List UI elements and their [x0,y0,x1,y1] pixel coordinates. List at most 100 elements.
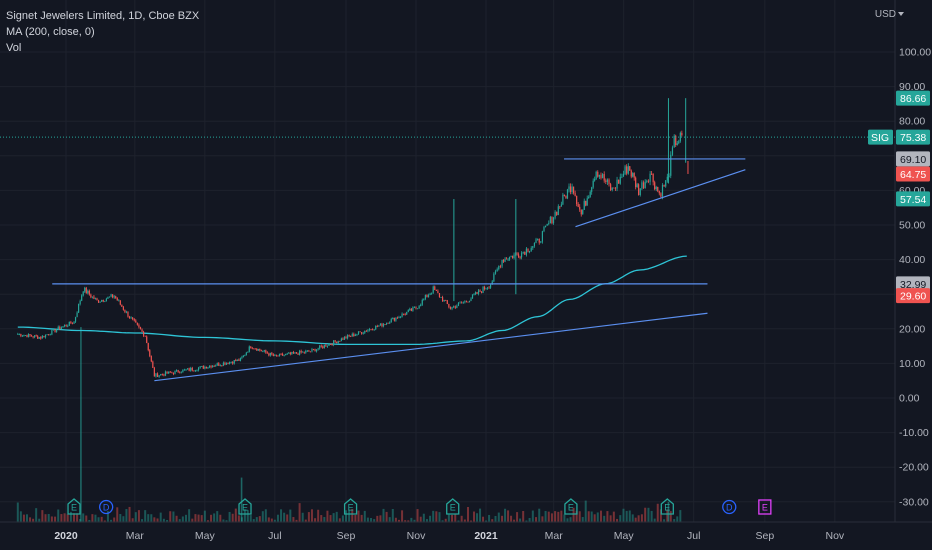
earnings-marker[interactable]: E [343,498,358,515]
candle-body [583,200,585,210]
candle-body [119,300,121,305]
volume-bar [125,509,128,523]
candle-body [379,323,382,326]
volume-bar [473,511,476,523]
candle-body [348,335,350,337]
volume-bar [572,507,575,523]
volume-bar [304,519,307,523]
volume-bar [54,516,57,523]
volume-bar [491,519,494,523]
candle-body [606,179,609,182]
grid-lines [0,0,895,522]
earnings-marker[interactable]: E [67,498,81,515]
volume-bar [522,510,525,523]
candle-body [473,294,475,296]
candle-body [477,290,480,294]
volume-bar [593,514,596,523]
candle-body [23,335,25,336]
volume-bar [345,510,347,523]
earnings-marker[interactable]: E [446,498,460,515]
candle-body [146,336,148,343]
candle-body [326,345,329,347]
volume-spike [80,327,82,523]
currency-selector[interactable]: USD [875,9,904,20]
candle-body [68,321,70,326]
volume-bar [566,518,569,523]
volume-bar [181,516,184,523]
volume-bar [166,519,169,523]
candle-body [535,239,537,243]
volume-bar [159,512,162,523]
candle-body [222,362,225,366]
trendline-support-2021[interactable] [575,169,746,228]
candle-body [471,294,474,299]
volume-bar [69,511,72,523]
candle-body [26,335,28,338]
candle-body [368,329,371,331]
volume-bar [261,511,264,523]
candle-body [345,337,347,339]
symbol-title[interactable]: Signet Jewelers Limited, 1D, Cboe BZX [6,10,200,22]
candle-body [221,365,223,367]
volume-bar [200,515,203,523]
volume-bar [249,515,252,523]
candle-body [513,254,515,259]
candle-body [49,334,51,336]
volume-bar [370,517,373,523]
candle-body [40,337,42,339]
volume-indicator-label[interactable]: Vol [6,42,22,54]
volume-bar [25,514,28,523]
candle-body [449,307,452,309]
candle-body [82,291,84,296]
candle-body [541,231,544,242]
candle-body [554,211,556,218]
volume-bar [513,519,516,523]
volume-bar [463,519,466,523]
volume-bar [147,514,150,523]
candle-body [196,370,198,372]
candle-body [562,194,564,205]
volume-bar [479,508,482,523]
volume-bar [47,513,50,523]
candle-body [373,329,375,331]
candle-body [20,333,22,337]
candle-body [132,317,134,320]
candle-body [236,359,238,362]
volume-bar [44,514,47,523]
time-axis[interactable]: 2020 Mar May Jul Sep Nov 2021 Mar May Jul Sep Nov [54,530,845,542]
candle-body [179,372,181,374]
candle-body [213,365,215,367]
volume-bar [376,515,379,523]
candle-body [67,325,69,327]
candle-body [465,301,468,303]
candle-body [44,334,47,338]
candle-body [281,353,284,356]
earnings-marker[interactable]: E [238,498,252,515]
candle-body [638,184,640,196]
earnings-marker[interactable]: E [660,498,674,515]
dividend-marker[interactable]: D [722,499,737,515]
volume-bar [438,512,441,523]
dividend-marker[interactable]: D [99,499,114,515]
trendline-support-2020[interactable] [154,312,708,382]
volume-bar [338,518,341,523]
volume-bar [228,511,231,523]
candle-body [399,316,402,318]
candle-body [128,316,131,318]
volume-bar [203,510,206,523]
candle-body [149,350,151,357]
volume-bar [476,513,479,523]
candle-body [627,166,629,174]
candle-body [448,304,450,308]
candle-body [675,135,677,146]
ma-indicator-label[interactable]: MA (200, close, 0) [6,26,95,38]
candle-body [302,351,304,353]
earnings-marker[interactable]: E [564,498,578,515]
candle-body [18,333,20,335]
volume-bar [410,517,413,523]
earnings-marker[interactable]: E [758,499,772,515]
trendline-drawings[interactable] [52,158,746,382]
ma-200-line [17,255,687,346]
